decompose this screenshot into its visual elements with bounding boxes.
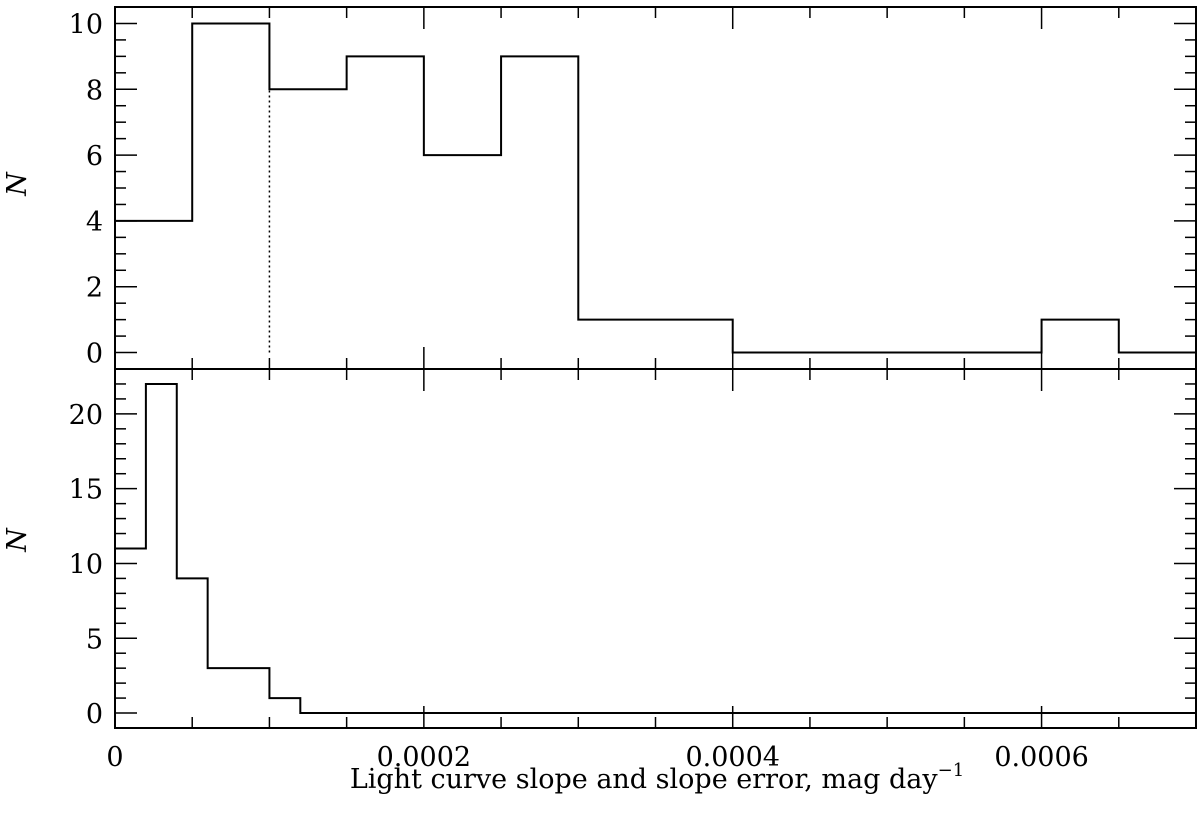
top-y-tick-label: 0: [86, 339, 103, 370]
bottom-histogram-bin: [115, 549, 146, 714]
bottom-y-axis-label: N: [2, 527, 33, 553]
top-histogram-bin: [192, 23, 269, 352]
bottom-histogram-bin: [177, 578, 208, 713]
bottom-y-tick-label: 0: [86, 699, 103, 730]
top-histogram-bin: [347, 56, 424, 352]
bottom-histogram-bin: [239, 668, 270, 713]
bottom-y-tick-label: 5: [86, 624, 103, 655]
top-histogram-bin: [424, 155, 501, 352]
top-y-tick-label: 10: [69, 9, 103, 40]
bottom-plot-frame: [114, 368, 1197, 729]
bottom-histogram-bin: [269, 698, 300, 713]
top-histogram-bin: [578, 320, 655, 353]
bottom-y-tick-label: 15: [69, 475, 103, 506]
bottom-histogram-outline: [115, 382, 1196, 715]
top-y-tick-label: 4: [86, 207, 103, 238]
x-tick-label: 0.0002: [377, 742, 471, 773]
top-histogram-panel: 0 2 4 6 8 10: [69, 6, 1197, 370]
top-y-tick-label: 6: [86, 141, 103, 172]
top-histogram-bin: [501, 56, 578, 352]
top-plot-frame: [114, 6, 1197, 370]
bottom-y-tick-label: 10: [69, 549, 103, 580]
x-tick-label: 0.0006: [994, 742, 1088, 773]
bottom-y-tick-label: 20: [69, 400, 103, 431]
top-histogram-bin: [656, 320, 733, 353]
bottom-histogram-bin: [146, 384, 177, 713]
top-y-tick-label: 2: [86, 273, 103, 304]
x-axis-label-superscript: −1: [938, 760, 965, 781]
top-histogram-bin: [269, 89, 346, 352]
bottom-histogram-panel: 0 5 10 15 20 0 0.0002 0.0004 0.0006: [69, 368, 1197, 773]
top-histogram-outline: [115, 22, 1196, 354]
top-y-tick-label: 8: [86, 75, 103, 106]
top-histogram-bin: [1042, 320, 1119, 353]
top-y-axis-label: N: [2, 171, 33, 197]
x-axis-label: Light curve slope and slope error, mag d…: [350, 760, 964, 795]
bottom-histogram-bin: [208, 668, 239, 713]
x-tick-label: 0: [106, 742, 123, 773]
x-tick-label: 0.0004: [685, 742, 779, 773]
